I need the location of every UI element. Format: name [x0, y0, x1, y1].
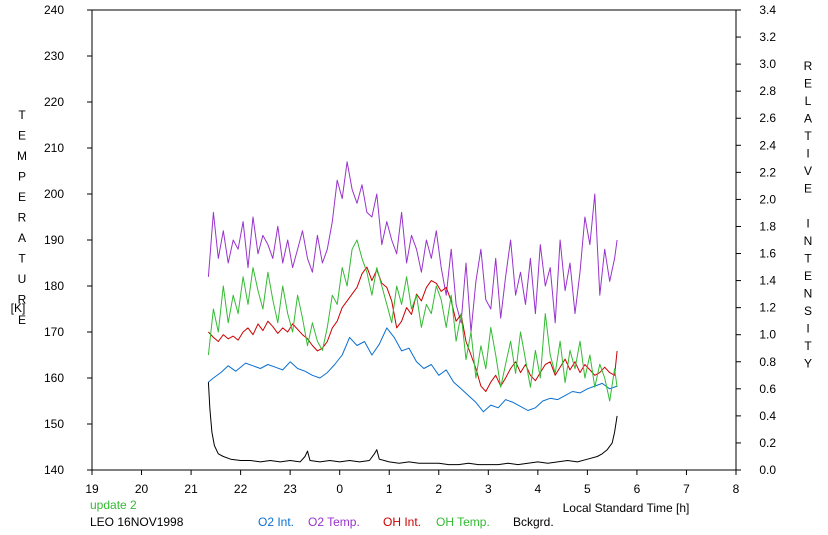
left-tick-label: 210	[44, 141, 64, 155]
update-text: update 2	[90, 498, 137, 512]
legend-entry: OH Temp.	[436, 515, 490, 529]
x-axis: 19 20 21 22 23 0 1 2 3 4 5 6 7 8	[85, 470, 740, 496]
legend-entry: O2 Temp.	[308, 515, 360, 529]
right-tick-label: 1.6	[759, 247, 776, 261]
right-tick-label: 0.4	[759, 409, 776, 423]
left-tick-label: 220	[44, 95, 64, 109]
legend-entry: OH Int.	[383, 515, 421, 529]
legend-entry: Bckgrd.	[513, 515, 554, 529]
right-tick-label: 2.6	[759, 111, 776, 125]
series-line	[207, 239, 618, 402]
right-y-axis: 0.0 0.2 0.4 0.6 0.8 1.0 1.2 1.4 1.6 1.8 2.0 2.2 2.4 2…	[736, 3, 776, 477]
x-tick-label: 23	[283, 482, 297, 496]
left-tick-label: 140	[44, 463, 64, 477]
left-tick-label: 160	[44, 371, 64, 385]
axis-label-letter: I	[806, 217, 809, 231]
axis-label-letter: E	[18, 313, 26, 327]
left-tick-label: 200	[44, 187, 64, 201]
x-tick-label: 7	[683, 482, 690, 496]
x-tick-label: 20	[135, 482, 149, 496]
axis-label-letter: T	[18, 108, 26, 122]
axis-label-letter: N	[804, 287, 813, 301]
series-layer	[207, 161, 618, 466]
axis-label-letter: S	[804, 304, 812, 318]
right-tick-label: 2.8	[759, 84, 776, 98]
right-tick-label: 0.0	[759, 463, 776, 477]
axis-label-letter: Y	[804, 357, 812, 371]
axis-label-letter: T	[804, 252, 812, 266]
axis-label-letter: E	[804, 77, 812, 91]
right-tick-label: 1.2	[759, 301, 776, 315]
axis-label-letter: U	[18, 272, 27, 286]
axis-label-letter: E	[18, 129, 26, 143]
plot-frame	[91, 9, 737, 471]
series-line	[208, 327, 618, 413]
axis-label-letter: I	[806, 147, 809, 161]
axis-label-letter: T	[804, 339, 812, 353]
left-tick-label: 170	[44, 325, 64, 339]
x-tick-label: 6	[634, 482, 641, 496]
x-tick-label: 4	[535, 482, 542, 496]
axis-label-letter: E	[804, 182, 812, 196]
left-tick-label: 240	[44, 3, 64, 17]
axis-label-letter: R	[804, 59, 813, 73]
right-tick-label: 2.2	[759, 165, 776, 179]
right-tick-label: 0.2	[759, 436, 776, 450]
left-tick-label: 150	[44, 417, 64, 431]
axis-label-letter: T	[18, 252, 26, 266]
left-tick-label: 230	[44, 49, 64, 63]
right-tick-label: 0.6	[759, 382, 776, 396]
series-line	[208, 266, 618, 392]
right-tick-label: 1.8	[759, 219, 776, 233]
axis-label-letter: A	[18, 231, 26, 245]
x-tick-label: 8	[733, 482, 740, 496]
right-tick-label: 2.0	[759, 192, 776, 206]
x-axis-label: Local Standard Time [h]	[563, 501, 690, 515]
right-tick-label: 2.4	[759, 138, 776, 152]
legend: O2 Int. O2 Temp. OH Int. OH Temp. Bckgrd.	[258, 515, 554, 529]
right-tick-label: 3.2	[759, 30, 776, 44]
site-date-text: LEO 16NOV1998	[90, 515, 184, 529]
axis-label-letter: E	[18, 190, 26, 204]
x-tick-label: 22	[234, 482, 248, 496]
axis-label-letter: R	[18, 211, 27, 225]
right-tick-label: 0.8	[759, 355, 776, 369]
x-tick-label: 21	[184, 482, 198, 496]
left-tick-label: 180	[44, 279, 64, 293]
right-tick-label: 3.0	[759, 57, 776, 71]
series-line	[207, 382, 618, 466]
x-tick-label: 5	[584, 482, 591, 496]
axis-label-letter: R	[18, 293, 27, 307]
x-tick-label: 19	[85, 482, 99, 496]
series-line	[207, 161, 618, 333]
axis-label-letter: A	[804, 112, 812, 126]
axis-label-letter: P	[18, 170, 26, 184]
axis-label-letter: N	[804, 234, 813, 248]
x-tick-label: 0	[336, 482, 343, 496]
axis-label-letter: M	[17, 149, 27, 163]
axis-label-letter: I	[806, 322, 809, 336]
axis-label-letter: L	[805, 94, 812, 108]
left-tick-label: 190	[44, 233, 64, 247]
right-tick-label: 1.4	[759, 274, 776, 288]
axis-label-letter: V	[804, 164, 812, 178]
right-tick-label: 1.0	[759, 328, 776, 342]
x-tick-label: 2	[435, 482, 442, 496]
x-tick-label: 3	[485, 482, 492, 496]
right-tick-label: 3.4	[759, 3, 776, 17]
axis-label-letter: E	[804, 269, 812, 283]
left-y-axis: 140 150 160 170 180 190 200 210 220 230 240	[44, 3, 92, 477]
legend-entry: O2 Int.	[258, 515, 294, 529]
x-tick-label: 1	[386, 482, 393, 496]
left-axis-unit: [K]	[11, 301, 26, 315]
axis-label-letter: T	[804, 129, 812, 143]
